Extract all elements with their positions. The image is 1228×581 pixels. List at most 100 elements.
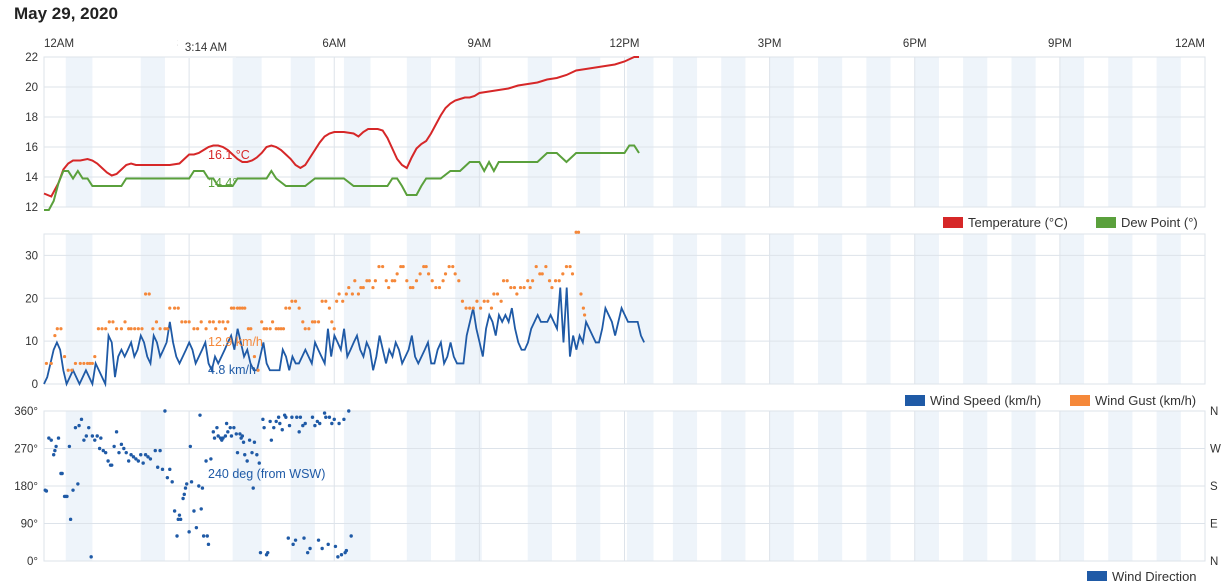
- wind-gust-point: [183, 320, 188, 324]
- time-band: [406, 57, 431, 207]
- wind-gust-point: [270, 320, 275, 324]
- wind-direction-point: [77, 423, 81, 428]
- wind-gust-point: [158, 327, 162, 331]
- wind-direction-point: [315, 419, 320, 424]
- wind-direction-point: [290, 415, 294, 419]
- wind-gust-point: [424, 264, 428, 269]
- legend-swatch-wind-direction: [1087, 571, 1107, 581]
- time-band: [672, 234, 698, 384]
- wind-gust-point: [538, 272, 542, 276]
- wind-direction-point: [332, 417, 336, 422]
- wind-direction-point: [51, 453, 56, 457]
- y-tick-label: 20: [25, 293, 38, 305]
- wind-gust-point: [62, 354, 67, 359]
- time-band: [576, 57, 601, 207]
- x-tick-label: 9AM: [468, 38, 492, 50]
- wind-gust-point: [221, 320, 225, 324]
- wind-gust-point: [534, 264, 538, 269]
- wind-gust-point: [129, 327, 133, 331]
- time-band: [290, 57, 315, 207]
- wind-direction-point: [276, 415, 281, 419]
- wind-gust-point: [418, 272, 422, 276]
- wind-gust-point: [557, 279, 561, 283]
- wind-direction-point: [146, 455, 150, 459]
- wind-gust-point: [393, 279, 397, 283]
- wind-gust-point: [453, 272, 457, 276]
- wind-direction-point: [126, 459, 131, 463]
- compass-tick-label: E: [1210, 519, 1218, 531]
- x-tick-label: 12AM: [1175, 38, 1205, 50]
- wind-direction-point: [326, 542, 330, 547]
- wind-direction-point: [131, 455, 136, 459]
- time-band: [455, 57, 482, 207]
- wind-direction-point: [136, 459, 141, 463]
- y-tick-label: 360°: [14, 406, 38, 418]
- wind-direction-point: [158, 448, 162, 453]
- wind-direction-point: [349, 534, 353, 538]
- wind-direction-point: [291, 542, 295, 547]
- compass-tick-label: S: [1210, 481, 1218, 493]
- wind-gust-point: [82, 361, 86, 366]
- wind-gust-point: [226, 320, 230, 324]
- cursor-label-bg: [178, 36, 236, 58]
- wind-gust-point: [327, 306, 332, 310]
- wind-gust-point: [96, 327, 101, 331]
- wind-gust-point: [547, 279, 552, 283]
- wind-gust-point: [408, 285, 413, 290]
- y-tick-label: 90°: [21, 519, 38, 531]
- wind-gust-point: [411, 285, 415, 290]
- wind-gust-point: [399, 264, 403, 269]
- wind-direction-point: [197, 484, 201, 488]
- x-tick-label: 9PM: [1048, 38, 1072, 50]
- wind-gust-point: [59, 327, 63, 331]
- wind-direction-point: [53, 448, 57, 453]
- wind-direction-point: [176, 517, 180, 522]
- wind-gust-point: [447, 264, 451, 269]
- wind-gust-point: [356, 292, 361, 296]
- wind-gust-point: [441, 279, 445, 283]
- legend-label-dew-point: Dew Point (°): [1121, 215, 1198, 230]
- wind-gust-point: [353, 279, 357, 283]
- wind-gust-point: [367, 279, 371, 283]
- wind-direction-point: [82, 438, 86, 442]
- wind-gust-point: [457, 279, 461, 283]
- compass-tick-label: N: [1210, 556, 1218, 568]
- wind-direction-point: [250, 450, 254, 455]
- wind-gust-point: [260, 320, 264, 324]
- wind-gust-point: [256, 368, 260, 372]
- wind-direction-point: [177, 513, 182, 517]
- temperature-hover-label: 16.1 °C: [208, 148, 250, 162]
- wind-direction-point: [339, 553, 344, 557]
- wind-gust-point: [324, 299, 328, 303]
- wind-direction-point: [47, 436, 51, 440]
- wind-gust-point: [443, 272, 448, 276]
- wind-gust-point: [140, 327, 144, 331]
- wind-direction-point: [293, 538, 298, 542]
- wind-direction-point: [103, 450, 108, 455]
- wind-gust-point: [176, 306, 180, 310]
- time-band: [626, 234, 654, 384]
- wind-direction-point: [168, 467, 172, 472]
- wind-direction-point: [223, 434, 228, 438]
- time-band: [1108, 57, 1133, 207]
- wind-direction-point: [228, 425, 232, 430]
- dew-point-line: [44, 144, 640, 211]
- wind-direction-point: [175, 534, 179, 538]
- wind-gust-point: [316, 320, 321, 324]
- y-tick-label: 12: [25, 202, 38, 214]
- wind-gust-point: [509, 285, 513, 290]
- wind-direction-point: [211, 430, 216, 434]
- wind-direction-point: [165, 475, 170, 480]
- legend-swatch-wind-gust: [1070, 395, 1090, 406]
- wind-direction-point: [67, 444, 72, 449]
- wind-gust-point: [544, 264, 548, 269]
- wind-gust-point: [522, 285, 526, 290]
- wind-direction-point: [212, 436, 217, 440]
- time-band: [721, 234, 746, 384]
- wind-gust-point: [437, 285, 442, 290]
- wind-gust-point: [365, 279, 369, 283]
- time-band: [1011, 234, 1036, 384]
- wind-gust-point: [114, 327, 119, 331]
- wind-direction-point: [143, 453, 148, 457]
